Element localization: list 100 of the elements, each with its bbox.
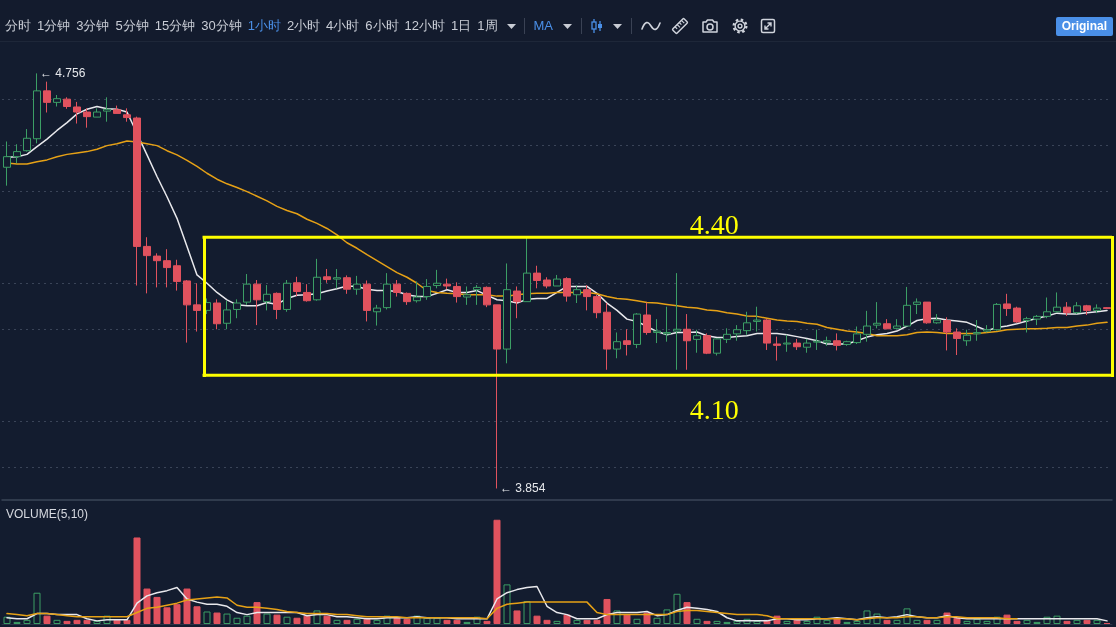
candlestick: [803, 338, 811, 354]
bar: [73, 619, 81, 624]
text: 4小时: [326, 17, 360, 35]
candlestick: [1043, 297, 1051, 319]
candlestick: [723, 327, 731, 344]
bar: [283, 616, 291, 624]
chart-title: VOLUME(5,10): [6, 507, 89, 521]
text: MA: [533, 17, 554, 35]
bar: [403, 618, 411, 624]
candlestick: [453, 281, 461, 304]
candlestick: [263, 284, 271, 311]
candlestick: [83, 107, 91, 129]
bar: [553, 620, 561, 624]
candlestick: [693, 329, 701, 354]
candlestick: [913, 297, 921, 315]
candlestick: [713, 337, 721, 356]
bar: [583, 619, 591, 624]
candlestick: [153, 252, 161, 288]
bar: [263, 613, 271, 624]
text: 1周: [477, 17, 498, 35]
candlestick: [163, 248, 171, 288]
candlestick: [603, 302, 611, 371]
candlestick: [523, 236, 531, 303]
candlestick: [623, 328, 631, 356]
candlestick: [123, 107, 131, 123]
bar: [243, 615, 251, 624]
bar: [913, 619, 921, 624]
candlestick: [33, 72, 41, 144]
bar: [1083, 619, 1091, 624]
candlestick: [393, 279, 401, 298]
bar: [533, 615, 541, 624]
candlestick: [653, 318, 661, 344]
bar: [303, 615, 311, 624]
candlestick: [793, 338, 801, 351]
candlestick: [1083, 304, 1091, 316]
bar: [523, 601, 531, 624]
candlestick: [93, 107, 101, 118]
candlestick: [303, 283, 311, 303]
text: 1分钟: [37, 17, 71, 35]
candlestick: [633, 312, 641, 349]
candlestick: [1073, 301, 1081, 315]
candlestick: [743, 311, 751, 336]
bar: [493, 519, 501, 624]
candlestick: [213, 298, 221, 330]
candlestick: [763, 318, 771, 351]
candlestick: [373, 304, 381, 327]
bar: [803, 620, 811, 624]
candlestick: [553, 274, 561, 287]
bar: [1013, 620, 1021, 624]
candlestick: [273, 291, 281, 320]
bar: [443, 619, 451, 624]
ref-line-label: 4.40: [689, 208, 739, 240]
candlestick: [3, 140, 11, 187]
candlestick: [753, 306, 761, 333]
candlestick: [673, 272, 681, 371]
bar: [603, 598, 611, 624]
candlestick: [583, 284, 591, 311]
bar: [503, 584, 511, 624]
candlestick: [173, 259, 181, 292]
candlestick: [53, 94, 61, 108]
bar: [433, 617, 441, 624]
candlestick: [293, 276, 301, 297]
candlestick: [953, 327, 961, 356]
candlestick: [1013, 306, 1021, 324]
bar: [343, 619, 351, 624]
candlestick: [1023, 316, 1031, 333]
candlestick: [1093, 303, 1101, 314]
text: 5分钟: [115, 17, 149, 35]
bar: [483, 620, 491, 624]
candlestick: [343, 274, 351, 295]
candlestick: [963, 329, 971, 347]
candlestick: [63, 96, 71, 110]
bar: [933, 619, 941, 624]
candlestick: [573, 285, 581, 304]
candlestick: [1103, 306, 1111, 310]
bar: [423, 617, 431, 624]
candlestick: [923, 301, 931, 325]
text: 2小时: [286, 17, 321, 35]
candlestick: [143, 236, 151, 294]
text: 3分钟: [76, 17, 110, 35]
candlestick: [43, 81, 51, 113]
candlestick: [543, 276, 551, 289]
candlestick: [703, 332, 711, 355]
candlestick: [533, 265, 541, 289]
candlestick: [903, 286, 911, 327]
bar: [713, 620, 721, 624]
bar: [593, 619, 601, 624]
candlestick: [1063, 301, 1071, 317]
bar: [203, 611, 211, 624]
bar: [333, 619, 341, 624]
candlestick: [363, 279, 371, 322]
candlestick: [283, 279, 291, 313]
candlestick: [193, 282, 201, 333]
bar: [623, 614, 631, 624]
text: 1日: [451, 17, 472, 35]
text: 15分钟: [154, 17, 196, 35]
bar: [163, 607, 171, 624]
candlestick: [663, 306, 671, 343]
candlestick: [993, 302, 1001, 332]
candlestick: [423, 278, 431, 301]
